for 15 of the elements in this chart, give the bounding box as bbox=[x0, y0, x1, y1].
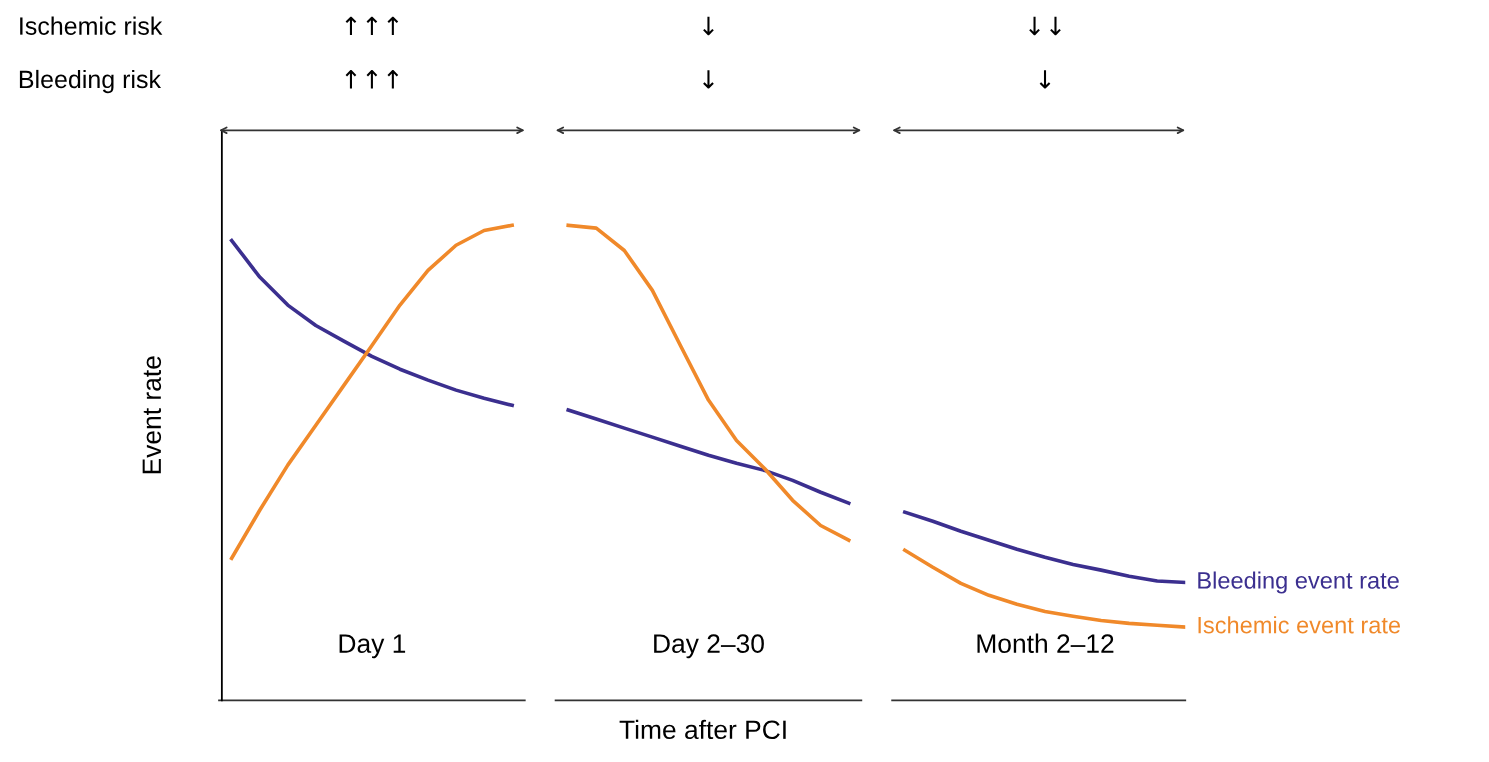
text: ↑↑↑ bbox=[345, 70, 399, 89]
x-tick-label: Month 2–12 bbox=[977, 633, 1114, 653]
text: ↓ bbox=[703, 70, 714, 89]
text: Ischemic risk bbox=[20, 16, 163, 35]
y-axis-title: Event rate bbox=[142, 356, 162, 474]
text: ↓↓ bbox=[1029, 16, 1061, 36]
series-label: Ischemic event rate bbox=[1198, 616, 1401, 634]
text: ↑↑↑ bbox=[345, 16, 399, 36]
series-label: Bleeding event rate bbox=[1198, 571, 1399, 594]
text: Bleeding risk bbox=[19, 69, 162, 94]
x-axis-title: Time after PCI bbox=[619, 719, 786, 740]
x-tick-label: Day 2–30 bbox=[654, 634, 764, 659]
text: ↓ bbox=[1039, 70, 1051, 89]
text: ↓ bbox=[703, 16, 714, 36]
x-tick-label: Day 1 bbox=[339, 634, 406, 659]
